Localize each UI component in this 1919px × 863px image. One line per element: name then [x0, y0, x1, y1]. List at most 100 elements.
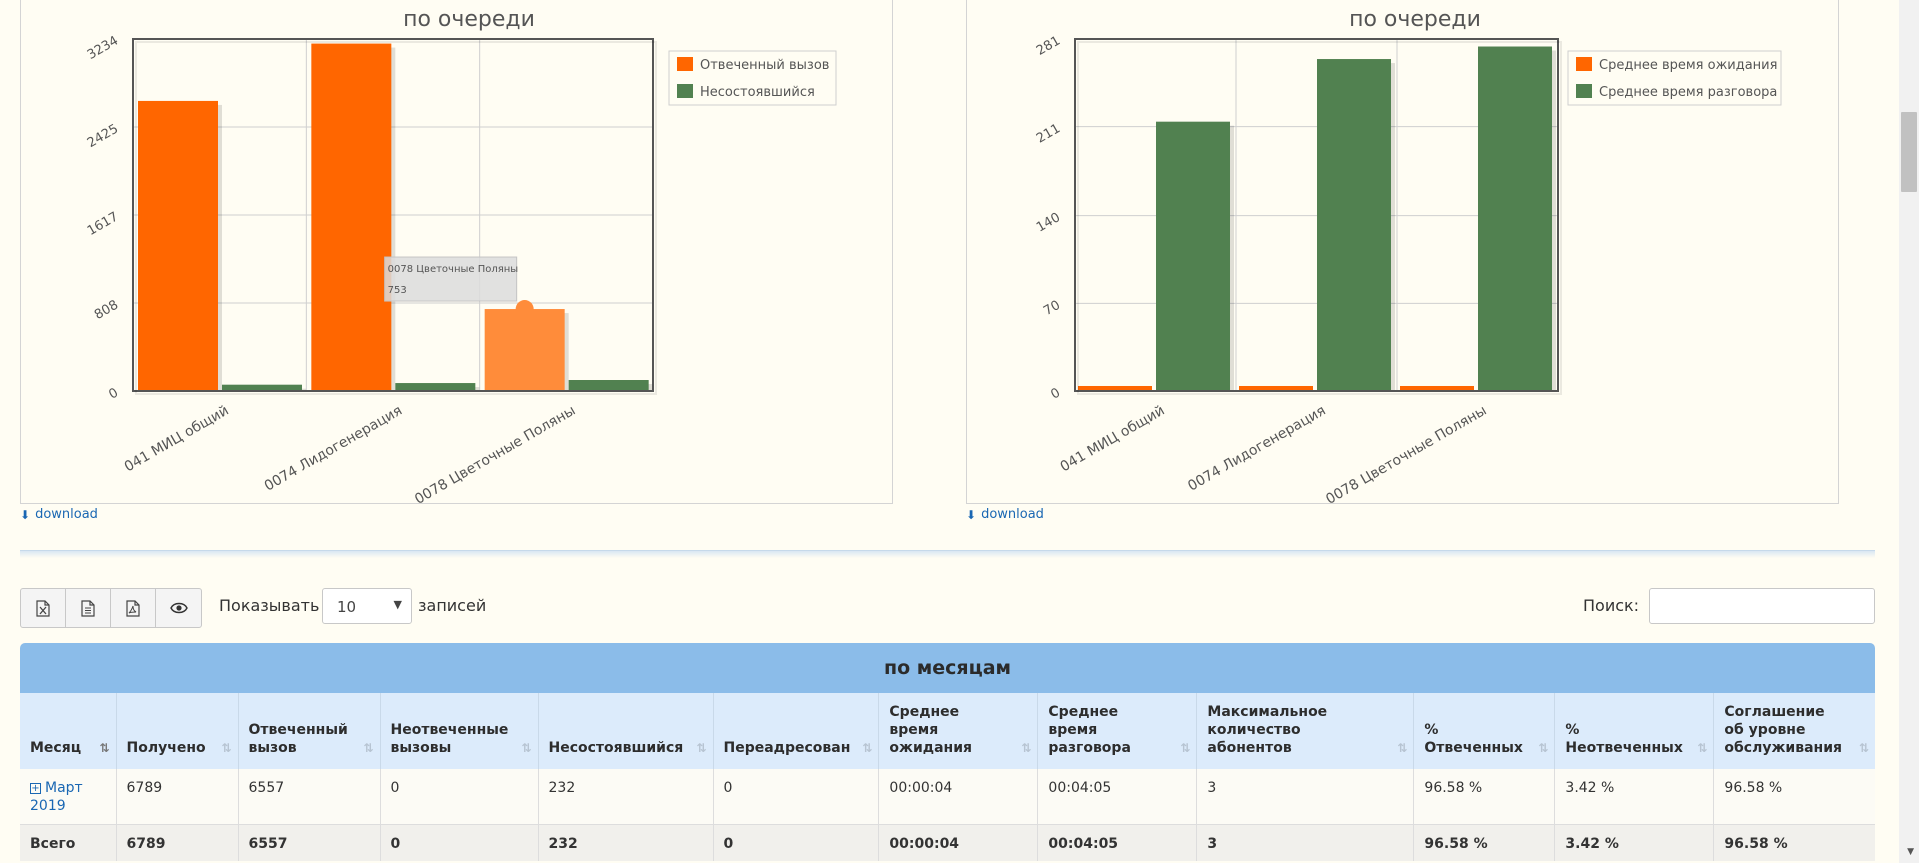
bar-0-series-1	[1156, 121, 1230, 392]
pdf-icon	[126, 599, 140, 617]
table-cell: 6557	[238, 769, 381, 825]
bar-1-series-1	[395, 383, 476, 391]
total-cell: 96.58 %	[1713, 824, 1875, 861]
sort-icon: ⇅	[1538, 741, 1548, 755]
hover-point	[515, 300, 534, 319]
total-cell: 00:04:05	[1037, 824, 1198, 861]
table-cell: 00:04:05	[1037, 769, 1198, 825]
y-tick-label: 70	[1041, 298, 1063, 319]
excel-export-button[interactable]	[21, 589, 66, 627]
table-header-row: Месяц ⇅ Получено ⇅ Отвеченный вызов ⇅ Неотв…	[20, 693, 1875, 769]
chart-legend: Отвеченный вызов Несостоявшийся	[668, 50, 837, 106]
total-cell: 96.58 %	[1413, 824, 1556, 861]
page-length-label: Показывать	[219, 596, 320, 615]
table-cell: 6789	[116, 769, 239, 825]
y-tick-label: 0	[106, 385, 121, 402]
y-tick-label: 0	[1048, 385, 1063, 402]
table-cell: 0	[380, 769, 539, 825]
table-cell: 96.58 %	[1713, 769, 1875, 825]
sort-icon: ⇅	[521, 741, 531, 755]
x-tick-label: 0078 Цветочные Поляны	[1323, 403, 1489, 505]
legend-swatch	[1576, 57, 1592, 71]
y-tick-label: 2425	[85, 122, 121, 152]
legend-box	[668, 50, 837, 106]
total-cell: 232	[538, 824, 714, 861]
vertical-scrollbar[interactable]: ▼	[1899, 0, 1919, 863]
chart-panel-calls: по очереди 0 808 1617 2425 3234 041 МИЦ общий 0…	[20, 0, 893, 505]
x-tick-label: 0078 Цветочные Поляны	[412, 403, 578, 505]
bar-0-series-0	[138, 100, 218, 391]
document-icon	[81, 599, 95, 617]
legend-label: Среднее время ожидания	[1599, 58, 1777, 73]
chart-title: по очереди	[403, 7, 535, 32]
total-cell: 3.42 %	[1554, 824, 1715, 861]
bar-1-series-0	[1239, 385, 1313, 391]
csv-export-button[interactable]	[66, 589, 111, 627]
scrollbar-thumb[interactable]	[1901, 112, 1917, 192]
legend-swatch	[677, 57, 693, 71]
download-link-left[interactable]: ⬇ download	[20, 507, 98, 522]
chart-calls-by-queue: по очереди 0 808 1617 2425 3234 041 МИЦ общий 0…	[85, 7, 837, 505]
column-header-received[interactable]: Получено ⇅	[116, 693, 239, 769]
sort-asc-icon: ⇅	[99, 741, 109, 755]
y-tick-label: 3234	[85, 33, 121, 63]
column-header-avg-talk[interactable]: Среднее время разговора ⇅	[1037, 693, 1198, 769]
column-header-answered[interactable]: Отвеченный вызов ⇅	[238, 693, 381, 769]
monthly-stats-table: Месяц ⇅ Получено ⇅ Отвеченный вызов ⇅ Неотв…	[20, 693, 1875, 861]
download-icon: ⬇	[966, 507, 977, 522]
legend-box	[1567, 50, 1782, 106]
column-header-pct-unanswered[interactable]: % Неотвеченных ⇅	[1554, 693, 1715, 769]
tooltip-title: 0078 Цветочные Поляны	[388, 264, 519, 275]
download-link-right[interactable]: ⬇ download	[966, 507, 1044, 522]
export-toolbar	[20, 588, 202, 628]
bar-2-series-1	[1478, 46, 1552, 391]
bar-2-series-0	[1400, 385, 1474, 391]
table-row: + Март 2019 6789 6557 0 232 0 00:00:04 00…	[20, 769, 1875, 825]
total-cell: 6789	[116, 824, 239, 861]
column-header-forwarded[interactable]: Переадресован ⇅	[713, 693, 880, 769]
plot-border-shadow	[1077, 41, 1562, 395]
month-cell[interactable]: + Март 2019	[20, 769, 117, 825]
legend-label: Отвеченный вызов	[700, 58, 829, 73]
column-header-avg-wait[interactable]: Среднее время ожидания ⇅	[878, 693, 1039, 769]
sort-icon: ⇅	[1180, 741, 1190, 755]
column-header-pct-answered[interactable]: % Отвеченных ⇅	[1413, 693, 1556, 769]
table-cell: 3.42 %	[1554, 769, 1715, 825]
month-link[interactable]: + Март 2019	[30, 780, 83, 814]
section-divider	[20, 550, 1875, 558]
table-total-row: Всего 6789 6557 0 232 0 00:00:04 00:04:0…	[20, 824, 1875, 861]
sort-icon: ⇅	[363, 741, 373, 755]
y-tick-label: 808	[92, 298, 121, 323]
sort-icon: ⇅	[221, 741, 231, 755]
total-cell: 3	[1196, 824, 1415, 861]
column-header-max-callers[interactable]: Максимальное количество абонентов ⇅	[1196, 693, 1415, 769]
column-header-sla[interactable]: Соглашение об уровне обслуживания ⇅	[1713, 693, 1875, 769]
y-tick-label: 281	[1034, 33, 1063, 58]
x-tick-label: 041 МИЦ общий	[122, 403, 232, 476]
sort-icon: ⇅	[1858, 741, 1869, 755]
pdf-export-button[interactable]	[111, 589, 156, 627]
eye-icon	[169, 602, 188, 614]
column-visibility-button[interactable]	[156, 589, 201, 627]
legend-swatch	[677, 84, 693, 98]
page-length-suffix: записей	[418, 596, 487, 615]
tooltip-value: 753	[388, 285, 407, 296]
column-header-month[interactable]: Месяц ⇅	[20, 693, 117, 769]
bar-2-series-1	[568, 380, 649, 391]
table-caption: по месяцам	[20, 643, 1875, 693]
bar-2-series-0	[484, 309, 565, 391]
search-input[interactable]	[1649, 588, 1875, 624]
plot-border	[132, 38, 654, 392]
column-header-failed[interactable]: Несостоявшийся ⇅	[538, 693, 714, 769]
bar-1-series-1	[1317, 59, 1391, 392]
excel-icon	[36, 599, 50, 617]
page-length-select[interactable]: 10 ▼	[322, 588, 412, 624]
page-length-value: 10	[337, 598, 357, 616]
table-cell: 3	[1196, 769, 1415, 825]
scroll-down-arrow-icon[interactable]: ▼	[1907, 847, 1914, 857]
chart-legend: Среднее время ожидания Среднее время разг…	[1567, 50, 1782, 106]
column-header-unanswered[interactable]: Неотвеченные вызовы ⇅	[380, 693, 539, 769]
search-label: Поиск:	[1583, 596, 1640, 615]
bar-0-series-0	[1078, 385, 1152, 391]
bar-0-series-1	[222, 384, 302, 391]
